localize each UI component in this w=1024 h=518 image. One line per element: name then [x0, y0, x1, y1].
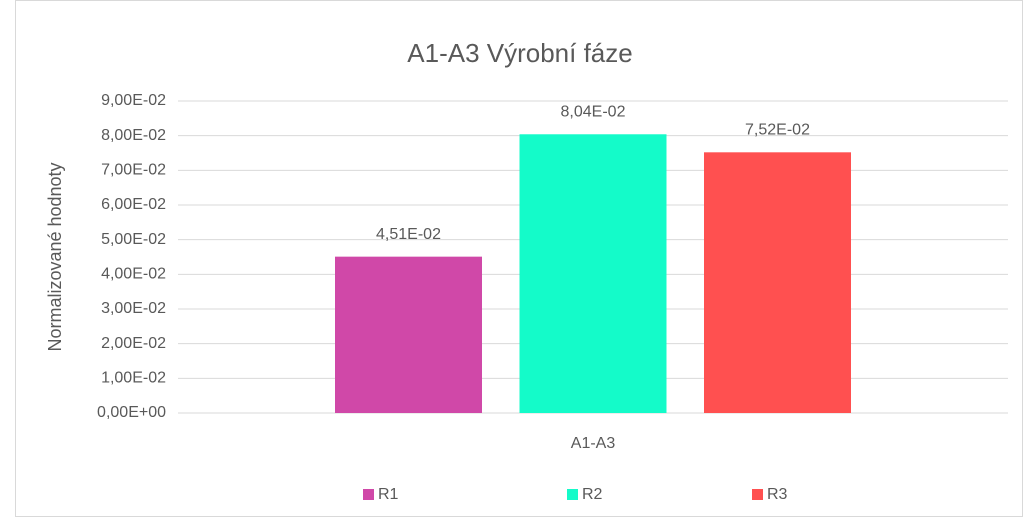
legend-label: R3	[767, 486, 788, 503]
y-tick-label: 1,00E-02	[101, 370, 166, 387]
legend-swatch	[752, 489, 763, 500]
bar	[519, 134, 667, 413]
legend-label: R2	[582, 486, 603, 503]
value-label: 8,04E-02	[561, 103, 626, 120]
y-tick-label: 9,00E-02	[101, 92, 166, 109]
bar	[335, 256, 482, 413]
chart-title: A1-A3 Výrobní fáze	[407, 38, 632, 68]
x-tick-label: A1-A3	[571, 435, 616, 452]
y-tick-label: 2,00E-02	[101, 335, 166, 352]
legend-swatch	[363, 489, 374, 500]
legend-label: R1	[378, 486, 399, 503]
y-axis-label: Normalizované hodnoty	[45, 162, 65, 351]
value-label: 7,52E-02	[745, 122, 810, 139]
y-tick-label: 3,00E-02	[101, 300, 166, 317]
value-label: 4,51E-02	[376, 226, 441, 243]
chart-frame	[15, 0, 1023, 517]
y-tick-label: 7,00E-02	[101, 162, 166, 179]
bar	[704, 152, 851, 413]
y-tick-label: 8,00E-02	[101, 127, 166, 144]
y-tick-label: 0,00E+00	[97, 404, 166, 421]
y-tick-label: 4,00E-02	[101, 266, 166, 283]
y-tick-label: 6,00E-02	[101, 196, 166, 213]
legend-swatch	[567, 489, 578, 500]
y-tick-label: 5,00E-02	[101, 231, 166, 248]
